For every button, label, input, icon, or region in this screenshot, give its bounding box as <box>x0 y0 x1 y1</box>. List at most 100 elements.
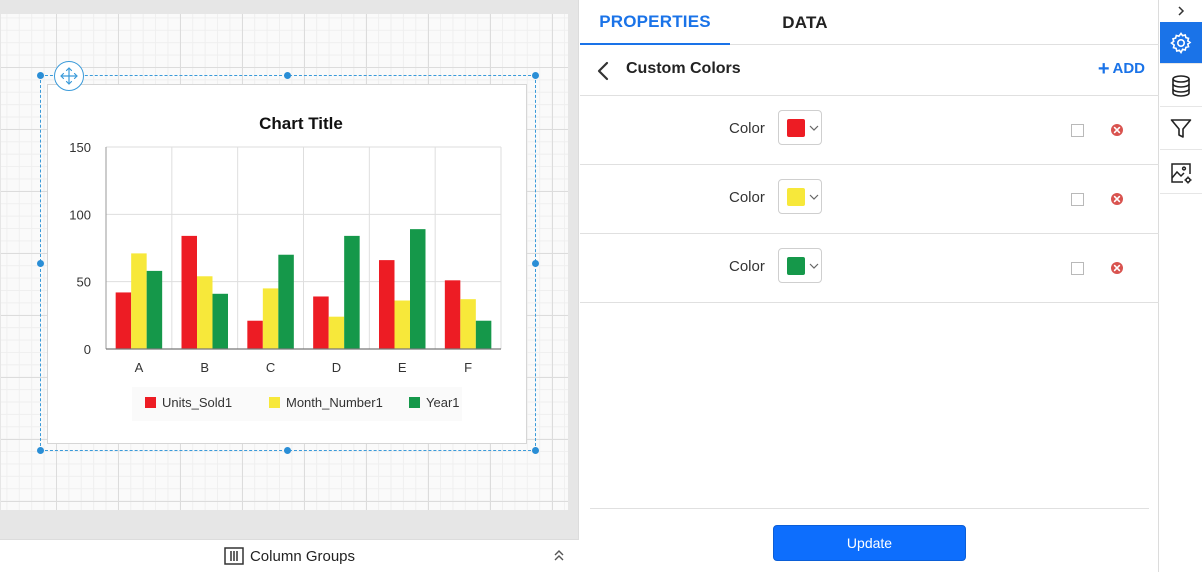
toolbar-image-settings-button[interactable] <box>1160 152 1202 194</box>
chart-bars <box>115 229 492 349</box>
chart-gridlines <box>105 146 502 349</box>
toolbar-properties-button[interactable] <box>1160 22 1202 64</box>
bar <box>247 320 263 349</box>
chevron-down-icon <box>809 194 819 200</box>
close-circle-icon[interactable] <box>1110 261 1124 275</box>
resize-handle-right[interactable] <box>532 260 539 267</box>
design-canvas: 0 50 100 150 A B C D E F Chart Title Units_Sold1 M… <box>0 0 579 539</box>
bar <box>379 260 395 349</box>
bar-chart: 0 50 100 150 A B C D E F Chart Title Units_Sold1 M… <box>69 114 502 421</box>
column-groups-label: Column Groups <box>249 547 356 565</box>
color-swatch <box>787 119 805 137</box>
side-toolbar <box>1160 0 1202 572</box>
close-circle-icon[interactable] <box>1110 192 1124 206</box>
color-swatch <box>787 188 805 206</box>
bar <box>197 276 213 349</box>
image-settings-icon <box>1171 162 1192 183</box>
bar <box>278 254 294 349</box>
bar <box>262 288 279 349</box>
close-circle-icon[interactable] <box>1110 123 1124 137</box>
x-tick-label: D <box>332 360 341 375</box>
bar <box>313 296 329 349</box>
filter-icon <box>1170 118 1192 138</box>
toolbar-filter-button[interactable] <box>1160 108 1202 150</box>
legend-swatch <box>409 397 420 408</box>
add-label: ADD <box>1112 60 1146 77</box>
chart-title: Chart Title <box>259 114 343 133</box>
x-tick-label: B <box>200 360 209 375</box>
bar <box>460 299 476 349</box>
x-tick-label: E <box>398 360 407 375</box>
collapse-panel-button[interactable] <box>1160 0 1202 22</box>
color-label: Color <box>729 120 765 137</box>
bar <box>181 235 197 349</box>
color-row: Color <box>580 165 1159 234</box>
legend-label: Units_Sold1 <box>162 395 232 410</box>
bar <box>444 280 461 349</box>
tab-data[interactable]: DATA <box>782 12 828 32</box>
color-row: Color <box>580 96 1159 165</box>
legend-swatch <box>269 397 280 408</box>
gear-icon <box>1170 31 1192 54</box>
color-swatch <box>787 257 805 275</box>
move-handle[interactable] <box>54 61 84 91</box>
chevron-down-icon <box>809 263 819 269</box>
y-tick-label: 0 <box>84 342 91 357</box>
chevron-down-icon <box>809 125 819 131</box>
resize-handle-bottom-left[interactable] <box>37 447 44 454</box>
toolbar-data-button[interactable] <box>1160 65 1202 107</box>
legend-background <box>132 387 462 421</box>
bar <box>131 253 147 349</box>
chart-legend: Units_Sold1 Month_Number1 Year1 <box>132 387 462 421</box>
chart-axes: 0 50 100 150 A B C D E F <box>69 140 501 375</box>
y-tick-label: 100 <box>69 207 91 222</box>
y-tick-label: 50 <box>77 275 91 290</box>
bar <box>410 229 426 349</box>
checkbox-icon[interactable] <box>1071 262 1084 275</box>
custom-colors-header: Custom Colors + ADD <box>580 46 1159 96</box>
plus-icon: + <box>1097 57 1110 80</box>
properties-panel: PROPERTIES DATA Custom Colors + ADD Colo… <box>580 0 1159 572</box>
x-tick-label: F <box>464 360 472 375</box>
double-chevron-up-icon[interactable] <box>553 548 565 567</box>
resize-handle-bottom-right[interactable] <box>532 447 539 454</box>
update-button[interactable]: Update <box>773 525 966 561</box>
color-label: Color <box>729 189 765 206</box>
legend-swatch <box>145 397 156 408</box>
bar <box>146 270 163 349</box>
tab-properties[interactable]: PROPERTIES <box>580 0 730 45</box>
bar <box>344 235 360 349</box>
color-picker[interactable] <box>778 179 822 214</box>
bar <box>475 320 492 349</box>
chart-item[interactable]: 0 50 100 150 A B C D E F Chart Title Units_Sold1 M… <box>47 84 527 444</box>
footer-divider <box>590 508 1149 509</box>
checkbox-icon[interactable] <box>1071 124 1084 137</box>
legend-label: Month_Number1 <box>286 395 383 410</box>
resize-handle-top-left[interactable] <box>37 72 44 79</box>
checkbox-icon[interactable] <box>1071 193 1084 206</box>
color-label: Color <box>729 258 765 275</box>
chevron-right-icon <box>1178 6 1185 16</box>
y-tick-label: 150 <box>69 140 91 155</box>
add-color-button[interactable]: + ADD <box>1097 57 1146 80</box>
color-picker[interactable] <box>778 110 822 145</box>
resize-handle-left[interactable] <box>37 260 44 267</box>
bar <box>212 293 228 349</box>
move-arrows-icon <box>60 67 78 85</box>
resize-handle-top-right[interactable] <box>532 72 539 79</box>
resize-handle-top[interactable] <box>284 72 291 79</box>
bar <box>115 292 132 349</box>
color-row: Color <box>580 234 1159 303</box>
color-picker[interactable] <box>778 248 822 283</box>
legend-label: Year1 <box>426 395 460 410</box>
chevron-left-icon[interactable] <box>594 60 614 82</box>
panel-tabs: PROPERTIES DATA <box>580 0 1159 45</box>
section-title: Custom Colors <box>626 60 741 77</box>
x-tick-label: A <box>135 360 144 375</box>
resize-handle-bottom[interactable] <box>284 447 291 454</box>
x-tick-label: C <box>266 360 275 375</box>
bar <box>328 316 345 349</box>
column-groups-bar[interactable]: Column Groups <box>0 539 579 572</box>
database-icon <box>1172 74 1190 97</box>
bar <box>394 300 410 349</box>
